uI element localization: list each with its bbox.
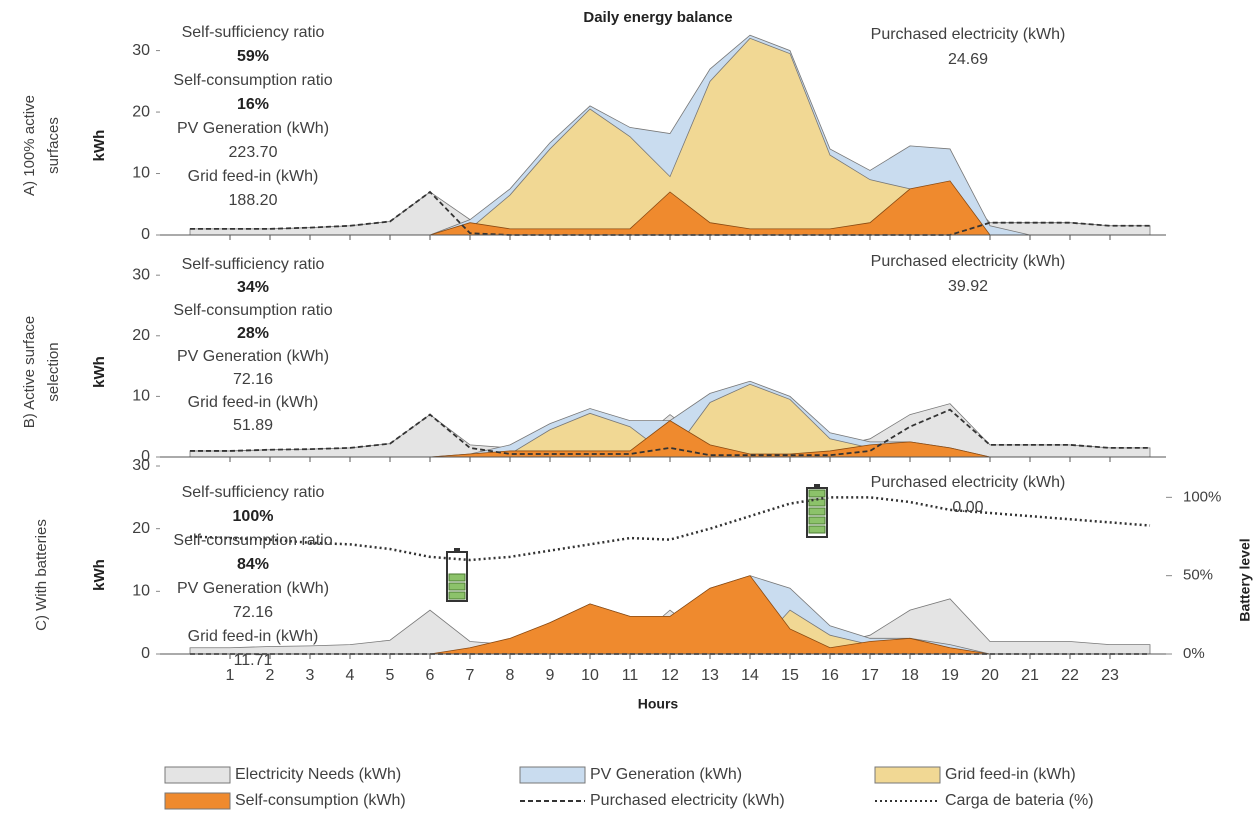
x-tick-label: 5 (386, 667, 395, 684)
x-tick-label: 6 (426, 667, 435, 684)
y-axis-label: kWh (91, 559, 108, 591)
battery-icon (446, 548, 468, 602)
x-tick-label: 10 (581, 667, 599, 684)
legend-label: Electricity Needs (kWh) (235, 766, 401, 783)
x-tick-label: 21 (1021, 667, 1039, 684)
y2-tick-label: 50% (1183, 567, 1213, 584)
purchased-label: Purchased electricity (kWh) (871, 253, 1066, 270)
stat-value: 28% (237, 325, 269, 342)
panel-label: surfaces (45, 117, 62, 174)
y2-tick-label: 100% (1183, 488, 1221, 505)
stat-value: 100% (233, 508, 274, 525)
x-tick-label: 19 (941, 667, 959, 684)
stat-label: Self-sufficiency ratio (182, 484, 325, 501)
legend-swatch (874, 766, 941, 784)
y-axis-label: kWh (91, 130, 108, 162)
legend-label: Self-consumption (kWh) (235, 792, 406, 809)
y-tick-label: 0 (141, 226, 150, 243)
y-tick-label: 10 (132, 388, 150, 405)
stat-value: 188.20 (229, 192, 278, 209)
stat-label: Self-consumption ratio (173, 302, 332, 319)
panel-label: C) With batteries (33, 519, 50, 631)
x-tick-label: 1 (226, 667, 235, 684)
purchased-value: 0.00 (952, 499, 983, 516)
stat-label: Grid feed-in (kWh) (188, 628, 319, 645)
line (190, 408, 1150, 457)
stat-label: Self-sufficiency ratio (182, 256, 325, 273)
x-tick-label: 22 (1061, 667, 1079, 684)
x-tick-label: 12 (661, 667, 679, 684)
x-tick-label: 9 (546, 667, 555, 684)
x-tick-label: 4 (346, 667, 355, 684)
purchased-value: 39.92 (948, 278, 988, 295)
stat-label: Grid feed-in (kWh) (188, 394, 319, 411)
stat-value: 59% (237, 48, 269, 65)
x-tick-label: 18 (901, 667, 919, 684)
legend-swatch (519, 766, 586, 784)
chart-title: Daily energy balance (583, 9, 732, 26)
legend-swatch (164, 792, 231, 810)
x-tick-label: 8 (506, 667, 515, 684)
x-tick-label: 14 (741, 667, 759, 684)
y-tick-label: 10 (132, 165, 150, 182)
y2-axis-label: Battery level (1237, 538, 1253, 621)
stat-label: Self-consumption ratio (173, 72, 332, 89)
x-tick-label: 17 (861, 667, 879, 684)
x-axis-label: Hours (638, 696, 679, 712)
purchased-value: 24.69 (948, 51, 988, 68)
legend-label: Grid feed-in (kWh) (945, 766, 1076, 783)
stat-label: PV Generation (kWh) (177, 120, 329, 137)
x-tick-label: 13 (701, 667, 719, 684)
legend-swatch (164, 766, 231, 784)
y-tick-label: 30 (132, 42, 150, 59)
stat-value: 34% (237, 279, 269, 296)
legend-label: PV Generation (kWh) (590, 766, 742, 783)
legend-label: Purchased electricity (kWh) (590, 792, 785, 809)
y-tick-label: 0 (141, 645, 150, 662)
y-tick-label: 20 (132, 327, 150, 344)
x-tick-label: 7 (466, 667, 475, 684)
stat-value: 51.89 (233, 417, 273, 434)
x-tick-label: 23 (1101, 667, 1119, 684)
stat-label: Self-sufficiency ratio (182, 24, 325, 41)
purchased-label: Purchased electricity (kWh) (871, 26, 1066, 43)
x-tick-label: 20 (981, 667, 999, 684)
y-tick-label: 30 (132, 266, 150, 283)
stat-value: 223.70 (229, 144, 278, 161)
stat-label: PV Generation (kWh) (177, 348, 329, 365)
stat-value: 72.16 (233, 604, 273, 621)
panel-label: A) 100% active (21, 95, 38, 196)
line (189, 496, 1151, 562)
y-tick-label: 10 (132, 583, 150, 600)
stat-label: PV Generation (kWh) (177, 580, 329, 597)
y-tick-label: 0 (141, 448, 150, 465)
panel-label: B) Active surface (21, 316, 38, 429)
stat-label: Self-consumption ratio (173, 532, 332, 549)
x-tick-label: 11 (622, 667, 639, 684)
stat-value: 11.71 (234, 652, 273, 669)
y-tick-label: 20 (132, 520, 150, 537)
panel-label: selection (45, 342, 62, 401)
y-tick-label: 20 (132, 103, 150, 120)
stat-value: 84% (237, 556, 269, 573)
y2-tick-label: 0% (1183, 645, 1205, 662)
purchased-label: Purchased electricity (kWh) (871, 474, 1066, 491)
x-tick-label: 2 (266, 667, 275, 684)
x-tick-label: 3 (306, 667, 315, 684)
y-axis-label: kWh (91, 356, 108, 388)
y-tick-label: 30 (132, 457, 150, 474)
legend-label: Carga de bateria (%) (945, 792, 1094, 809)
x-tick-label: 15 (781, 667, 799, 684)
stat-value: 72.16 (233, 371, 273, 388)
stat-label: Grid feed-in (kWh) (188, 168, 319, 185)
stat-value: 16% (237, 96, 269, 113)
battery-icon (806, 484, 828, 538)
x-tick-label: 16 (821, 667, 839, 684)
